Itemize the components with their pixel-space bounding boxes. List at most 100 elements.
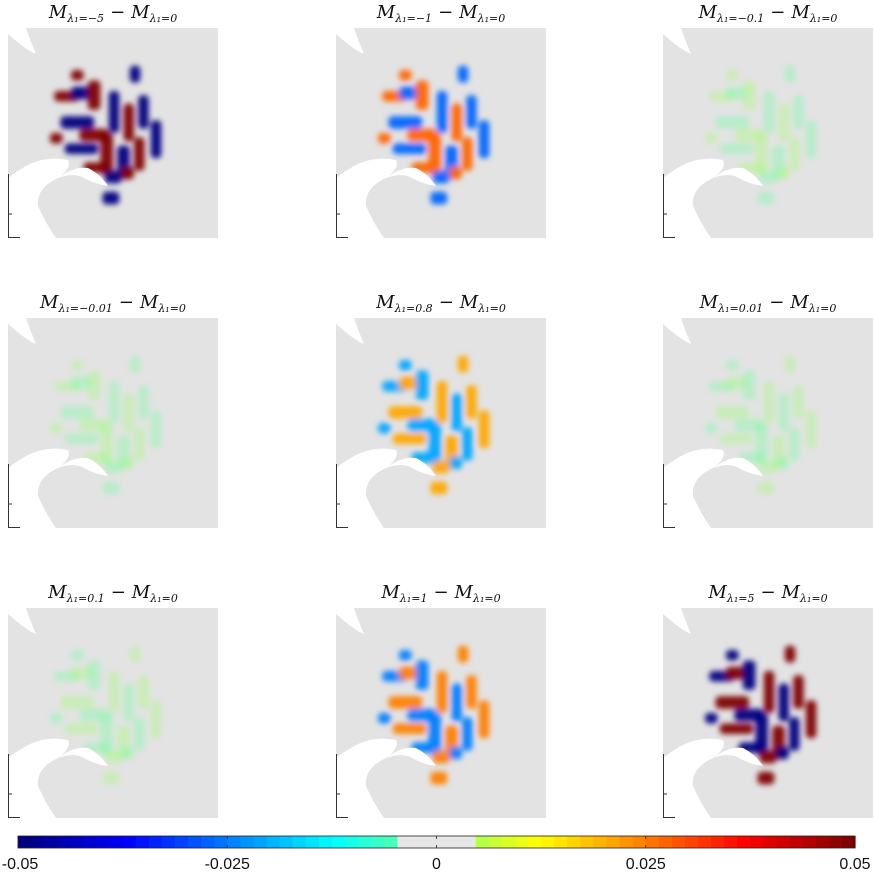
colorbar-segment [109, 836, 124, 848]
panel-title: Mλ₁=−5− Mλ₁=0 [48, 2, 178, 25]
panel-title: Mλ₁=1− Mλ₁=0 [381, 582, 501, 605]
colorbar-segment [174, 836, 189, 848]
field-cell [123, 103, 134, 142]
colorbar-segment [279, 836, 294, 848]
colorbar-segment [436, 836, 451, 848]
colorbar-segment [384, 836, 398, 848]
field-cell [378, 423, 391, 434]
map-panel [336, 318, 546, 528]
field-cell [388, 116, 423, 129]
land-mass [663, 738, 724, 818]
field-cell [87, 80, 101, 110]
map-panel [336, 28, 546, 238]
field-cell [138, 675, 149, 709]
field-cell [726, 376, 747, 390]
colorbar-segment [488, 836, 503, 848]
map-panel [663, 318, 873, 528]
field-cell [805, 410, 817, 449]
field-cell [757, 481, 775, 495]
field-cell [432, 750, 450, 764]
axis-ticks [663, 174, 675, 238]
colorbar-segment [711, 836, 725, 848]
field-cell [457, 355, 469, 373]
map-panel [663, 28, 873, 238]
land-mass [8, 158, 69, 238]
panel-title: Mλ₁=0.01− Mλ₁=0 [699, 292, 837, 315]
colorbar-segment [449, 836, 464, 848]
colorbar-segment [358, 836, 372, 848]
land-mass [386, 167, 436, 186]
land-mass [58, 167, 108, 186]
colorbar-segment [397, 836, 411, 848]
field-cell [778, 683, 789, 722]
field-cell [715, 406, 750, 419]
axis-ticks [336, 174, 348, 238]
colorbar-segment [593, 836, 608, 848]
field-cell [478, 120, 490, 159]
colorbar-segment [776, 836, 791, 848]
field-cell [138, 95, 149, 129]
field-cell [150, 410, 162, 449]
axis-ticks [8, 464, 20, 528]
land-mass [336, 318, 364, 344]
field-cell [726, 86, 747, 100]
colorbar-tick-label: -0.025 [204, 856, 250, 873]
land-mass [713, 167, 763, 186]
land-mass [336, 158, 397, 238]
panel-title: Mλ₁=−0.1− Mλ₁=0 [698, 2, 838, 25]
field-cell [742, 660, 756, 690]
colorbar-segment [83, 836, 98, 848]
field-cell [457, 645, 469, 663]
land-mass [713, 747, 763, 766]
colorbar-segment [619, 836, 634, 848]
colorbar-segment [135, 836, 150, 848]
field-cell [784, 645, 796, 663]
field-cell [123, 683, 134, 722]
field-cell [719, 143, 754, 154]
colorbar-frame [17, 835, 856, 849]
field-cell [763, 91, 775, 133]
field-cell [71, 666, 92, 680]
land-mass [663, 608, 691, 634]
panel-title: Mλ₁=0.8− Mλ₁=0 [376, 292, 506, 315]
field-cell [451, 683, 462, 722]
field-cell [759, 750, 777, 764]
field-cell [378, 713, 391, 724]
field-cell [715, 116, 750, 129]
colorbar-segment [44, 836, 58, 848]
field-cell [763, 671, 775, 713]
field-cell [104, 460, 122, 474]
colorbar-segment [201, 836, 215, 848]
colorbar-segment [410, 836, 425, 848]
field-cell [466, 675, 477, 709]
axis-ticks [336, 754, 348, 818]
field-cell [793, 95, 804, 129]
field-cell [759, 460, 777, 474]
colorbar-segment [122, 836, 137, 848]
field-cell [129, 65, 141, 83]
colorbar-segment [227, 836, 241, 848]
field-cell [129, 355, 141, 373]
colorbar-segment [501, 836, 516, 848]
colorbar-segment [789, 836, 804, 848]
colorbar-segment [815, 836, 830, 848]
field-cell [742, 80, 756, 110]
field-cell [102, 771, 120, 785]
colorbar-segment [763, 836, 778, 848]
field-cell [388, 696, 423, 709]
land-mass [336, 448, 397, 528]
field-cell [726, 360, 739, 371]
colorbar-segment [70, 836, 84, 848]
field-cell [64, 143, 99, 154]
field-cell [71, 86, 92, 100]
field-cell [64, 723, 99, 734]
field-cell [462, 717, 473, 751]
colorbar-segment [331, 836, 346, 848]
field-cell [805, 700, 817, 739]
map-panel [8, 318, 218, 528]
colorbar-segment [606, 836, 621, 848]
field-cell [399, 70, 412, 81]
field-cell [388, 406, 423, 419]
field-cell [134, 137, 145, 171]
land-mass [663, 318, 691, 344]
